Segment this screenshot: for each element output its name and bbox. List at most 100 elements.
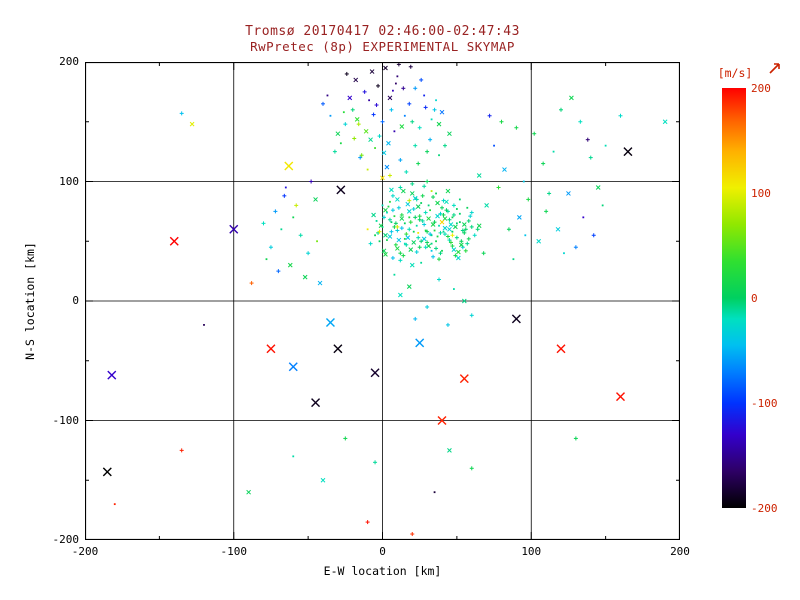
data-point [468, 214, 473, 219]
data-point [401, 253, 406, 258]
data-point [358, 155, 363, 160]
data-point [302, 274, 308, 280]
data-point [393, 273, 396, 276]
data-point [445, 188, 451, 194]
data-point [398, 185, 403, 190]
data-point [573, 436, 578, 441]
plot-svg [85, 62, 680, 540]
data-point [435, 213, 440, 219]
data-point [428, 137, 433, 142]
data-point [415, 224, 418, 227]
data-point [413, 143, 418, 148]
data-point [387, 205, 390, 208]
data-point [417, 125, 422, 130]
data-point [393, 215, 396, 218]
data-point [408, 216, 411, 219]
data-point [335, 131, 341, 137]
data-point [413, 316, 418, 321]
data-point-outlier [623, 147, 633, 157]
data-point [399, 212, 404, 217]
data-point [438, 211, 443, 216]
data-point [425, 240, 430, 245]
data-point [438, 224, 440, 227]
data-point [458, 242, 464, 248]
x-tick-label: -100 [220, 545, 248, 558]
data-point [317, 280, 323, 286]
data-point [454, 235, 459, 240]
arrow-path [769, 63, 780, 74]
data-point [412, 230, 415, 233]
data-point [383, 207, 388, 213]
data-point [413, 86, 418, 91]
data-point [585, 137, 590, 142]
data-point [395, 224, 400, 229]
data-point [395, 228, 400, 233]
data-point [407, 198, 412, 203]
data-point [384, 164, 390, 170]
data-point [369, 69, 375, 74]
data-point [294, 203, 299, 208]
data-point [541, 161, 546, 166]
data-point [423, 105, 428, 110]
data-point [396, 75, 399, 78]
data-point [456, 249, 461, 255]
data-point [532, 131, 537, 136]
data-point [422, 184, 427, 189]
data-point [423, 210, 428, 215]
data-point [316, 240, 318, 243]
x-tick-label: 100 [521, 545, 542, 558]
data-point [442, 143, 447, 148]
data-point [298, 233, 303, 238]
data-point [469, 210, 474, 215]
data-point [179, 111, 184, 116]
data-point [514, 125, 519, 130]
data-point [389, 200, 391, 203]
data-point [430, 249, 433, 252]
data-point [390, 221, 393, 224]
data-point [420, 218, 425, 223]
data-point [393, 242, 398, 247]
data-point [445, 234, 450, 239]
data-point [390, 193, 395, 198]
plot-subtitle: RwPretec (8p) EXPERIMENTAL SKYMAP [250, 39, 515, 54]
x-tick-label: 0 [379, 545, 386, 558]
data-point [476, 173, 482, 178]
data-point [365, 520, 370, 525]
data-point [442, 232, 447, 237]
data-point [414, 250, 419, 255]
data-point [380, 119, 385, 124]
data-point [368, 137, 373, 143]
data-point-outlier [288, 362, 298, 372]
data-point [435, 192, 437, 195]
y-tick-label: 200 [59, 55, 79, 68]
data-point [378, 223, 384, 229]
data-point [362, 89, 367, 94]
data-point [408, 64, 413, 69]
data-point [378, 240, 381, 243]
data-point [383, 232, 388, 238]
data-point [435, 240, 437, 243]
data-point [484, 203, 489, 208]
data-point [475, 227, 480, 232]
data-point [405, 201, 411, 207]
data-point [386, 239, 388, 241]
data-point [450, 244, 455, 249]
data-point [422, 222, 427, 227]
data-point [481, 251, 486, 256]
data-point [435, 99, 437, 102]
data-point [524, 234, 527, 237]
data-point [386, 140, 391, 146]
data-point [399, 226, 404, 231]
data-point [460, 228, 465, 233]
data-point-outlier [437, 416, 447, 425]
data-point [419, 239, 424, 244]
data-point [526, 197, 531, 202]
data-point [329, 114, 332, 117]
data-point [439, 219, 445, 225]
colorbar-tick-label: 200 [751, 82, 771, 95]
data-point [451, 203, 456, 208]
data-point [569, 95, 574, 101]
data-point [401, 86, 406, 91]
data-point [395, 197, 400, 202]
data-point [398, 258, 403, 263]
